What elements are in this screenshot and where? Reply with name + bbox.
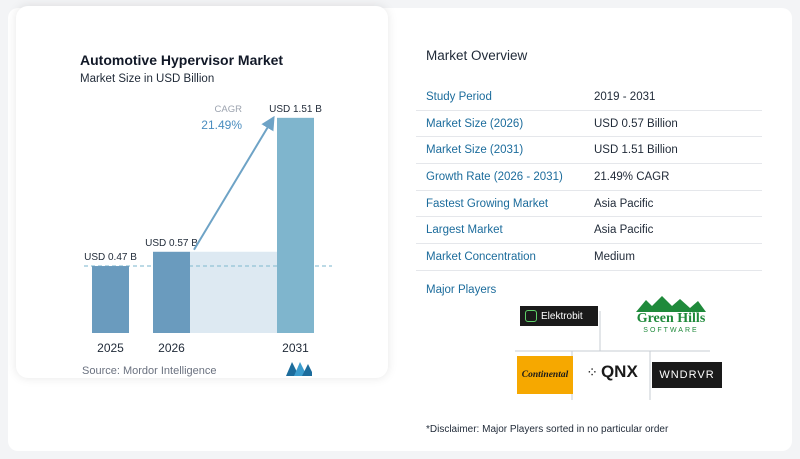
- elektrobit-icon: [525, 310, 537, 322]
- qnx-logo-text: QNX: [600, 362, 638, 381]
- x-tick-label-2031: 2031: [282, 341, 309, 355]
- overview-value: USD 0.57 Billion: [594, 117, 678, 130]
- overview-row: Market Concentration Medium: [416, 244, 762, 271]
- continental-logo-text: Continental: [521, 370, 569, 380]
- qnx-icon: ⁘: [586, 363, 598, 380]
- cagr-arrow: [193, 115, 275, 251]
- major-players-title: Major Players: [426, 284, 497, 296]
- overview-key: Study Period: [426, 90, 492, 103]
- overview-value: Asia Pacific: [594, 224, 654, 237]
- green-hills-logo: Green Hills SOFTWARE: [626, 292, 716, 338]
- continental-logo: Continental: [517, 356, 573, 394]
- chart-subtitle: Market Size in USD Billion: [80, 73, 215, 85]
- overview-value: 2019 - 2031: [594, 90, 656, 103]
- overview-value: USD 1.51 Billion: [594, 144, 678, 157]
- data-label-2031: USD 1.51 B: [269, 104, 322, 115]
- overview-key: Market Size (2026): [426, 117, 524, 130]
- source-label: Source: Mordor Intelligence: [82, 365, 217, 377]
- qnx-logo: ⁘ QNX: [580, 358, 644, 386]
- overview-key: Market Concentration: [426, 250, 536, 263]
- cagr-value: 21.49%: [201, 118, 242, 132]
- green-hills-logo-text: Green Hills: [636, 310, 706, 326]
- chart-card: USD 0.47 B 2025 USD 0.57 B 2026 USD 1.51 B 20…: [16, 6, 388, 378]
- overview-key: Growth Rate (2026 - 2031): [426, 170, 563, 183]
- overview-value: Asia Pacific: [594, 197, 654, 210]
- overview-key: Market Size (2031): [426, 144, 524, 157]
- mordor-logo-icon: [286, 362, 312, 376]
- overview-row: Largest Market Asia Pacific: [416, 217, 762, 245]
- x-tick-label-2025: 2025: [97, 341, 124, 355]
- bar-2026: [153, 251, 190, 333]
- overview-key: Fastest Growing Market: [426, 197, 549, 210]
- overview-row: Fastest Growing Market Asia Pacific: [416, 191, 762, 218]
- data-label-2025: USD 0.47 B: [84, 252, 137, 263]
- disclaimer: *Disclaimer: Major Players sorted in no …: [426, 424, 669, 435]
- overview-title: Market Overview: [426, 48, 528, 63]
- wind-river-logo-text: WNDRVR: [659, 369, 715, 381]
- data-label-2026: USD 0.57 B: [145, 238, 198, 249]
- overview-value: Medium: [594, 250, 635, 263]
- x-tick-label-2026: 2026: [158, 341, 185, 355]
- overview-row: Study Period 2019 - 2031: [416, 84, 762, 111]
- overview-table: Study Period 2019 - 2031 Market Size (202…: [416, 84, 762, 271]
- chart-title: Automotive Hypervisor Market: [80, 52, 284, 68]
- green-hills-logo-subtext: SOFTWARE: [643, 326, 699, 334]
- forecast-area: [190, 251, 277, 333]
- bar-2025: [92, 266, 129, 333]
- mountains-icon: [636, 295, 706, 312]
- overview-key: Largest Market: [426, 224, 503, 237]
- overview-value: 21.49% CAGR: [594, 170, 670, 183]
- overview-row: Market Size (2026) USD 0.57 Billion: [416, 111, 762, 138]
- bar-chart: USD 0.47 B 2025 USD 0.57 B 2026 USD 1.51 B 20…: [84, 104, 332, 355]
- wind-river-logo: WNDRVR: [652, 362, 722, 388]
- bar-2031: [277, 117, 314, 333]
- elektrobit-logo-text: Elektrobit: [541, 310, 583, 322]
- overview-row: Market Size (2031) USD 1.51 Billion: [416, 137, 762, 165]
- elektrobit-logo: Elektrobit: [520, 306, 598, 326]
- overview-row: Growth Rate (2026 - 2031) 21.49% CAGR: [416, 164, 762, 191]
- cagr-label: CAGR: [215, 104, 243, 115]
